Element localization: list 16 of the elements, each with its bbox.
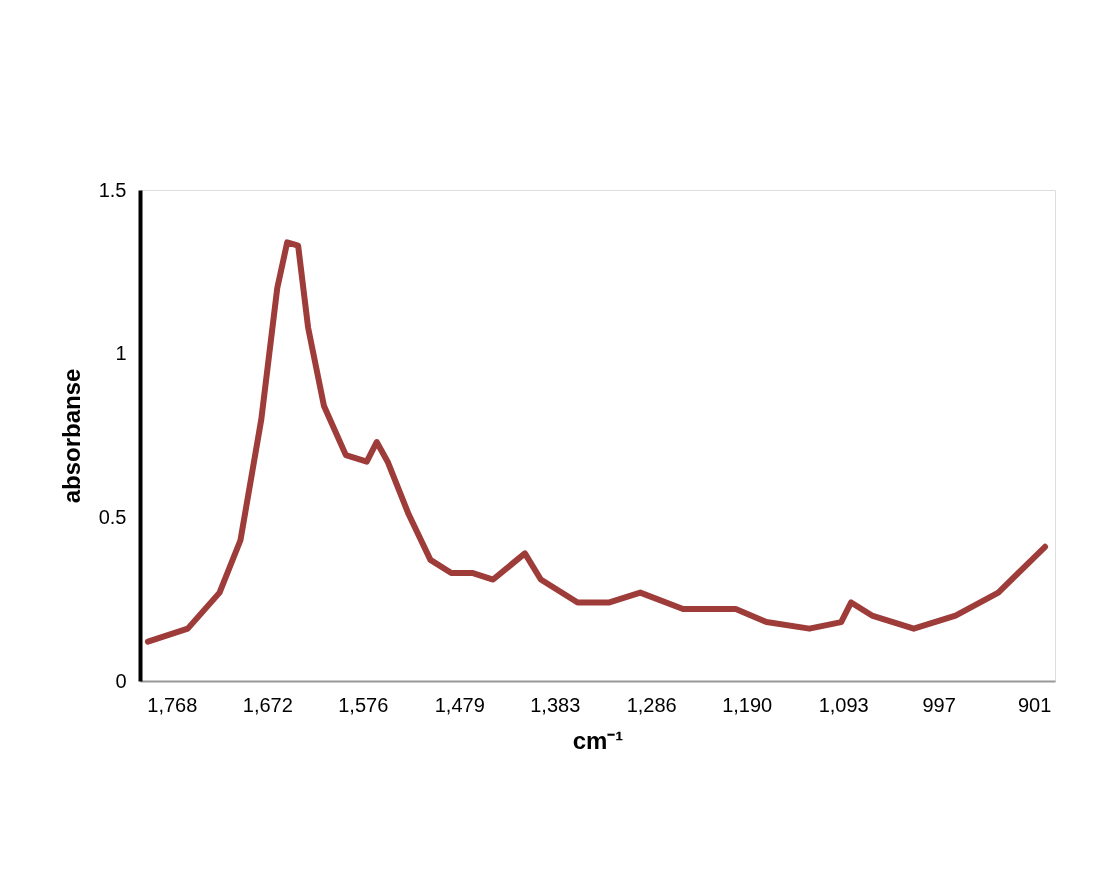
y-axis-title: absorbanse	[57, 368, 85, 504]
x-tick-label: 1,479	[434, 693, 485, 716]
y-tick-label: 1.5	[98, 178, 127, 201]
x-tick-label: 1,286	[626, 693, 677, 716]
x-tick-label: 1,576	[338, 693, 389, 716]
y-tick-label: 1	[115, 342, 127, 365]
x-tick-label: 997	[922, 693, 956, 716]
x-tick-label: 1,190	[722, 693, 773, 716]
y-tick-label: 0.5	[98, 505, 127, 528]
x-tick-label: 1,383	[530, 693, 581, 716]
x-axis-title: cm⁻¹	[572, 726, 624, 754]
y-tick-label: 0	[115, 669, 127, 692]
x-tick-label: 901	[1017, 693, 1052, 716]
x-tick-label: 1,768	[147, 693, 198, 716]
x-tick-label: 1,672	[242, 693, 293, 716]
x-tick-label: 1,093	[818, 693, 869, 716]
